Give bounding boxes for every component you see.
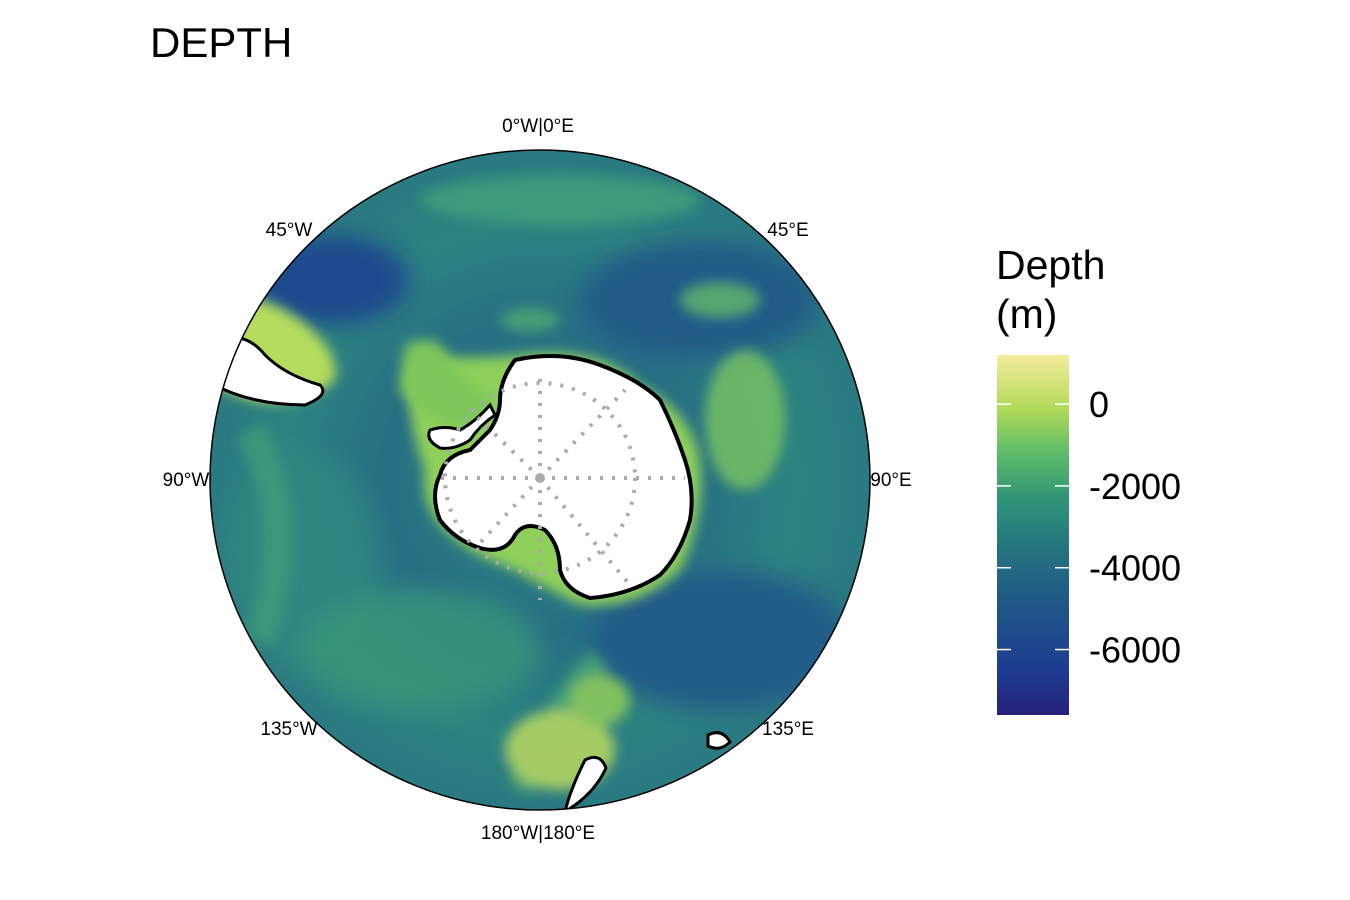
south-pole-marker — [535, 473, 545, 483]
lon-label-135e: 135°E — [762, 719, 814, 740]
depth-legend: Depth (m) 0 -2000 -4000 -6000 — [996, 242, 1181, 715]
legend-tick-label: -2000 — [1089, 466, 1181, 507]
legend-colorbar — [997, 355, 1069, 715]
ridges — [236, 175, 785, 796]
legend-tick-label: 0 — [1089, 384, 1109, 425]
antarctic-peninsula-land — [427, 402, 497, 450]
lon-label-135w: 135°W — [260, 719, 317, 740]
lon-label-45w: 45°W — [266, 220, 313, 241]
legend-ticks: 0 -2000 -4000 -6000 — [997, 384, 1181, 671]
lon-label-180: 180°W|180°E — [481, 823, 595, 844]
map-title: DEPTH — [150, 19, 292, 66]
lon-label-45e: 45°E — [767, 220, 808, 241]
antarctica-land — [433, 354, 694, 601]
lon-label-0: 0°W|0°E — [502, 116, 574, 137]
longitude-labels: 0°W|0°E 45°E 90°E 135°E 180°W|180°E 135°… — [163, 116, 912, 844]
tasmania-land — [706, 731, 732, 750]
lon-label-90e: 90°E — [870, 470, 911, 491]
graticule — [440, 375, 685, 600]
map-border — [209, 149, 871, 811]
new-zealand-land — [562, 755, 608, 810]
legend-tick-label: -6000 — [1089, 630, 1181, 671]
lon-label-90w: 90°W — [163, 470, 210, 491]
deep-basins — [220, 235, 850, 710]
legend-tick-label: -4000 — [1089, 548, 1181, 589]
peninsula-shelf — [400, 340, 500, 430]
legend-title-line1: Depth — [996, 242, 1105, 288]
map-panel — [209, 149, 871, 811]
legend-title-line2: (m) — [996, 291, 1057, 337]
